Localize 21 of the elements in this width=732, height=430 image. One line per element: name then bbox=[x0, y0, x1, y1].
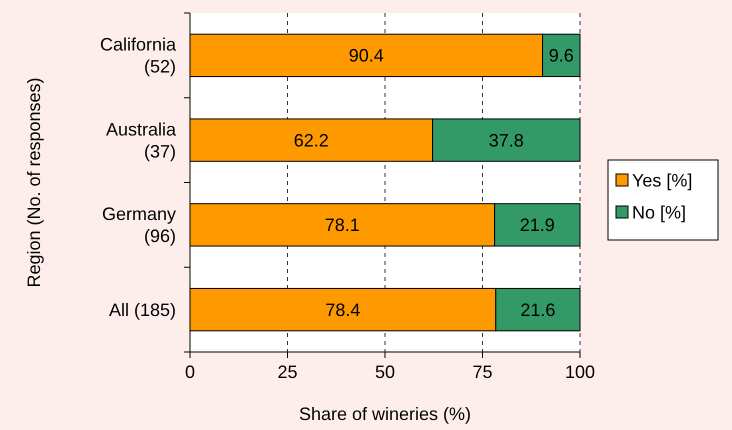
x-tick-label: 100 bbox=[564, 362, 596, 382]
legend-label: No [%] bbox=[632, 202, 686, 222]
x-tick-label: 75 bbox=[472, 362, 493, 382]
data-label: 62.2 bbox=[294, 130, 329, 150]
y-axis-title: Region (No. of responses) bbox=[24, 77, 44, 288]
x-axis-title: Share of wineries (%) bbox=[298, 404, 472, 424]
x-tick-label: 25 bbox=[277, 362, 298, 382]
data-label: 9.6 bbox=[548, 46, 574, 66]
y-tick-label: Australia (37) bbox=[106, 119, 177, 162]
data-label: 37.8 bbox=[488, 130, 524, 150]
data-label: 78.4 bbox=[325, 300, 360, 320]
legend-label: Yes [%] bbox=[632, 170, 692, 190]
data-label: 78.1 bbox=[324, 215, 360, 236]
y-tick-label: All (185) bbox=[108, 300, 176, 320]
y-tick-label: California (52) bbox=[100, 34, 177, 77]
y-tick-label: Germany (96) bbox=[102, 204, 176, 246]
data-label: 90.4 bbox=[348, 46, 384, 66]
data-label: 21.6 bbox=[520, 300, 556, 320]
x-tick-label: 0 bbox=[184, 362, 196, 382]
x-tick-label: 50 bbox=[374, 362, 396, 382]
data-label: 21.9 bbox=[520, 215, 555, 236]
